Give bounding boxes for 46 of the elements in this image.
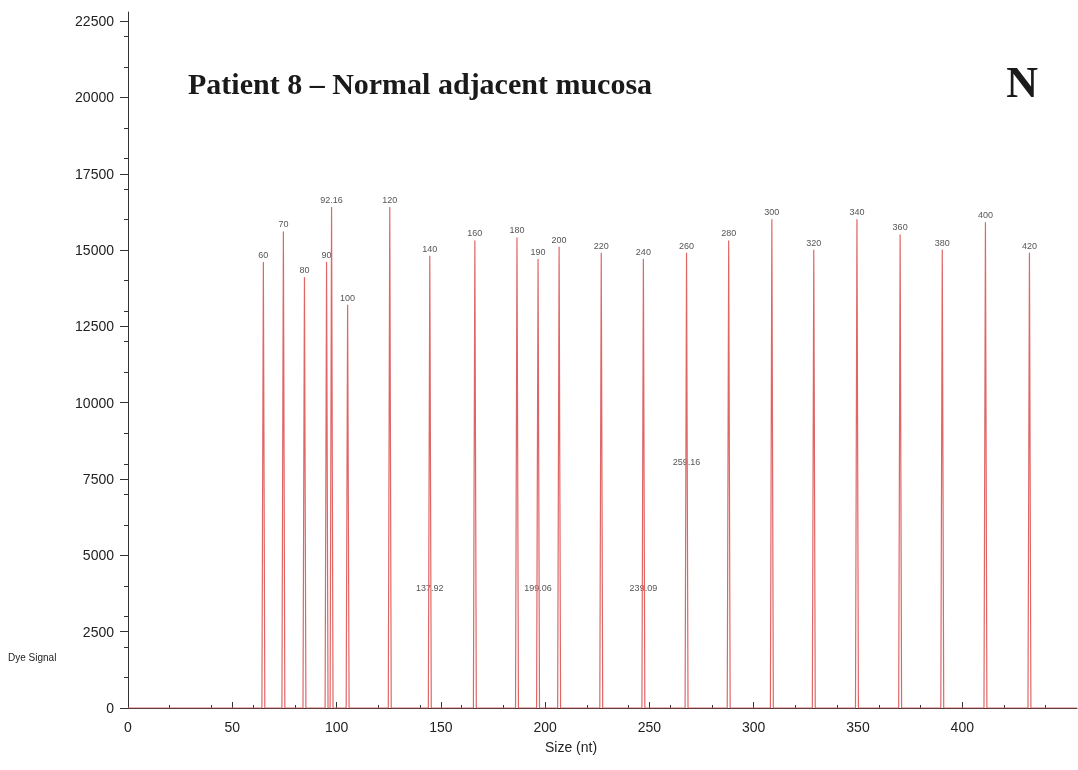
y-axis-title: Dye Signal (8, 651, 57, 663)
y-tick-label: 5000 (82, 547, 115, 564)
annotation: 360 (892, 222, 908, 233)
annotation: 260 (679, 240, 695, 251)
y-tick-label: 20000 (75, 89, 115, 106)
annotation: 60 (258, 249, 269, 260)
y-tick-label: 12500 (75, 318, 115, 335)
annotation: 80 (299, 265, 310, 276)
y-tick-label: 17500 (75, 165, 115, 182)
y-tick-label: 2500 (82, 623, 115, 640)
annotation: 240 (635, 246, 651, 257)
annotation: 340 (849, 207, 865, 218)
y-tick-label: 22500 (75, 13, 115, 30)
y-tick-label: 0 (106, 700, 115, 716)
y-tick-label: 10000 (75, 394, 115, 411)
x-tick-label: 250 (637, 719, 662, 735)
annotation: 400 (977, 210, 993, 221)
x-tick-label: 400 (950, 719, 975, 735)
x-tick-label: 200 (533, 719, 558, 735)
x-axis-title: Size (nt) (545, 739, 598, 755)
annotation: 120 (382, 194, 398, 205)
x-tick-label: 0 (124, 719, 133, 735)
x-tick-label: 50 (224, 719, 241, 735)
x-tick-label: 350 (846, 719, 870, 735)
x-tick-label: 150 (429, 719, 453, 735)
annotation: 220 (593, 240, 609, 251)
x-tick-label: 300 (742, 719, 766, 735)
annotation: 300 (764, 207, 780, 218)
annotation: 100 (340, 292, 356, 303)
annotation: 320 (806, 237, 822, 248)
annotation: 380 (934, 237, 950, 248)
y-tick-label: 7500 (82, 471, 115, 488)
annotation: N (1006, 57, 1039, 107)
annotation: 420 (1021, 240, 1037, 251)
annotation: 70 (278, 219, 289, 230)
annotation: 190 (530, 246, 546, 257)
x-tick-label: 100 (324, 719, 349, 735)
annotation: 140 (422, 243, 438, 254)
annotation: 160 (467, 228, 483, 239)
y-tick-label: 15000 (75, 242, 115, 259)
annotation: 280 (721, 228, 737, 239)
annotation: 200 (551, 234, 567, 245)
annotation: 92.16 (320, 194, 343, 205)
text: Patient 8 – Normal adjacent mucosa (188, 66, 653, 100)
annotation: 90 (321, 249, 332, 260)
annotation: 180 (509, 225, 525, 236)
